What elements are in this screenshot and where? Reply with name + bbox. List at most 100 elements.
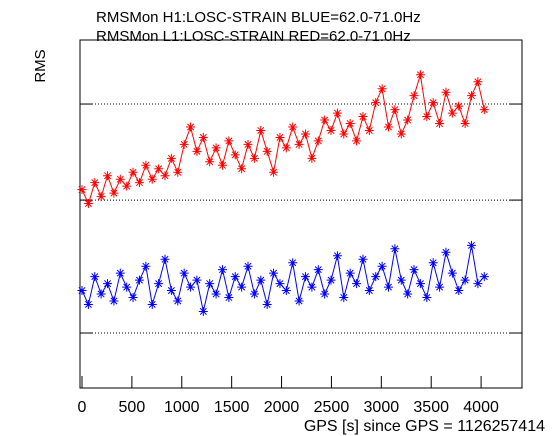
star-marker [441,247,451,257]
star-marker [173,167,183,177]
star-marker [96,289,106,299]
star-marker [415,70,425,80]
star-marker [166,286,176,296]
star-marker [384,122,394,132]
star-marker [460,119,470,129]
star-marker [390,244,400,254]
star-marker [192,275,202,285]
star-marker [332,108,342,118]
star-marker [447,268,457,278]
star-marker [90,272,100,282]
star-marker [352,136,362,146]
star-marker [269,167,279,177]
star-marker [384,282,394,292]
x-tick-label: 2500 [314,399,350,416]
star-marker [205,279,215,289]
star-marker [300,272,310,282]
star-marker [275,279,285,289]
star-marker [294,296,304,306]
star-marker [313,136,323,146]
star-marker [134,178,144,188]
star-marker [179,139,189,149]
star-marker [364,125,374,135]
star-marker [115,268,125,278]
x-tick-label: 3000 [364,399,400,416]
star-marker [307,282,317,292]
x-tick-label: 3500 [413,399,449,416]
star-marker [332,251,342,261]
star-marker [90,178,100,188]
star-marker [473,77,483,87]
star-marker [249,289,259,299]
star-marker [281,286,291,296]
star-marker [77,286,87,296]
star-marker [415,279,425,289]
x-axis-label: GPS [s] since GPS = 1126257414 [304,418,545,435]
y-axis-label: RMS [32,49,49,82]
star-marker [454,286,464,296]
star-marker [428,258,438,268]
star-marker [249,153,259,163]
star-marker [479,105,489,115]
star-marker [320,115,330,125]
star-marker [269,268,279,278]
x-tick-label: 500 [119,399,146,416]
star-marker [205,157,215,167]
star-marker [160,171,170,181]
star-marker [243,261,253,271]
star-marker [313,265,323,275]
star-marker [237,282,247,292]
star-marker [364,286,374,296]
star-marker [230,272,240,282]
star-marker [211,143,221,153]
star-marker [422,112,432,122]
star-marker [467,91,477,101]
star-marker [217,160,227,170]
star-marker [122,282,132,292]
star-marker [262,299,272,309]
star-marker [154,279,164,289]
star-marker [198,306,208,316]
star-marker [275,132,285,142]
star-marker [211,289,221,299]
star-marker [224,293,234,303]
star-marker [256,275,266,285]
star-marker [339,129,349,139]
star-marker [109,296,119,306]
star-marker [326,125,336,135]
star-marker [256,125,266,135]
star-marker [141,261,151,271]
star-marker [422,293,432,303]
star-marker [134,275,144,285]
star-marker [479,272,489,282]
star-marker [217,265,227,275]
star-marker [128,293,138,303]
star-marker [83,299,93,309]
star-marker [237,164,247,174]
star-marker [377,261,387,271]
star-marker [173,296,183,306]
star-marker [428,98,438,108]
plot-frame [79,39,523,389]
star-marker [403,115,413,125]
star-marker [281,143,291,153]
star-marker [390,105,400,115]
star-marker [345,268,355,278]
star-marker [320,289,330,299]
star-marker [147,299,157,309]
star-marker [186,282,196,292]
x-tick-label: 2000 [264,399,300,416]
series-line [81,245,485,312]
star-marker [460,275,470,285]
star-marker [294,139,304,149]
star-marker [396,275,406,285]
x-tick-label: 4000 [463,399,499,416]
star-marker [371,272,381,282]
chart-subtitle: RMSMon L1:LOSC-STRAIN RED=62.0-71.0Hz [96,28,411,45]
star-marker [345,119,355,129]
star-marker [358,112,368,122]
star-marker [160,254,170,264]
star-marker [300,129,310,139]
star-marker [396,129,406,139]
